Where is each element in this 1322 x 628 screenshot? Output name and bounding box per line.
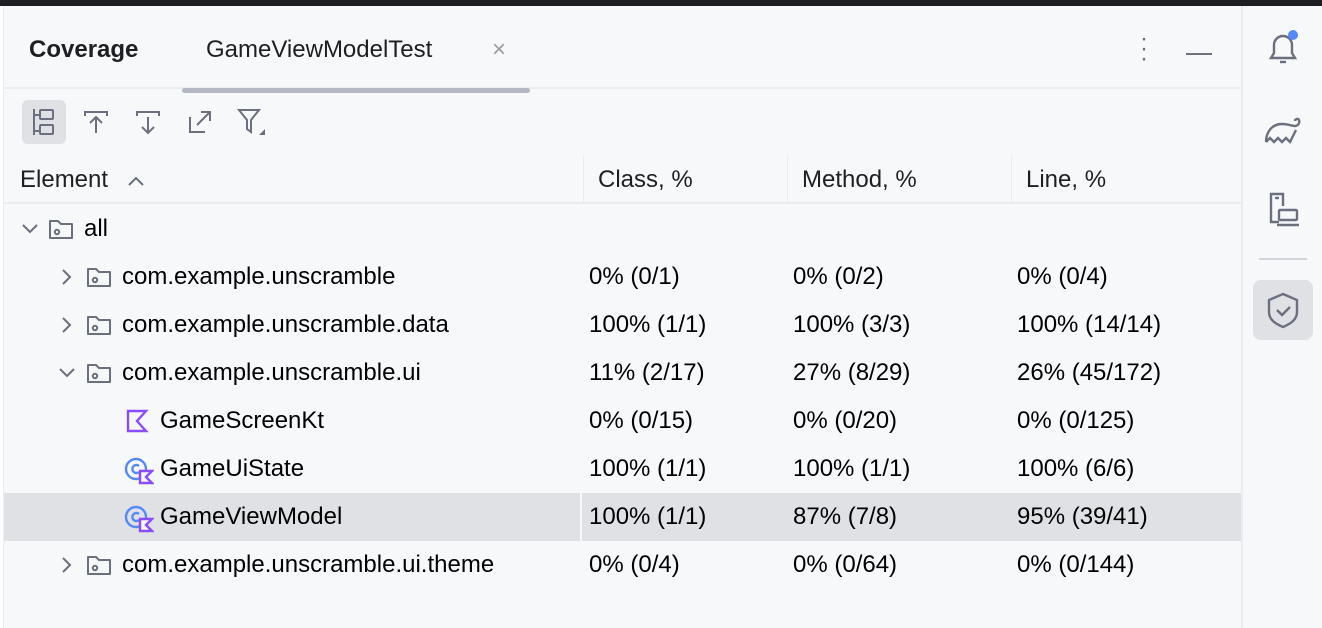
tab-gameviewmodeltest[interactable]: GameViewModelTest × xyxy=(182,6,530,93)
class-coverage: 100% (1/1) xyxy=(589,455,707,482)
chevron-right-icon[interactable] xyxy=(57,265,77,289)
table-row[interactable]: com.example.unscramble.ui.theme 0% (0/4) 0… xyxy=(4,541,1241,589)
notifications-button[interactable] xyxy=(1253,18,1313,78)
table-row[interactable]: com.example.unscramble 0% (0/1) 0% (0/2) 0%… xyxy=(4,253,1241,301)
line-coverage: 26% (45/172) xyxy=(1017,359,1162,386)
sort-ascending-icon xyxy=(128,176,144,186)
table-row[interactable]: com.example.unscramble.data 100% (1/1) 100… xyxy=(4,301,1241,349)
chevron-down-icon[interactable] xyxy=(20,217,40,241)
coverage-tree: all com.example.unscramble 0% (0/1) 0% (0/2… xyxy=(4,205,1241,589)
class-coverage: 11% (2/17) xyxy=(589,359,705,386)
method-coverage: 27% (8/29) xyxy=(793,359,911,386)
class-coverage: 0% (0/1) xyxy=(589,263,680,290)
line-coverage: 0% (0/144) xyxy=(1017,551,1135,578)
line-coverage: 0% (0/125) xyxy=(1017,407,1135,434)
package-folder-icon xyxy=(86,313,112,337)
line-coverage: 95% (39/41) xyxy=(1017,503,1148,530)
column-element-label: Element xyxy=(20,166,109,193)
element-name: com.example.unscramble.data xyxy=(122,311,449,338)
coverage-button[interactable] xyxy=(1253,280,1313,340)
table-header: Element Class, % Method, % Line, % xyxy=(4,155,1241,204)
element-name: com.example.unscramble.ui xyxy=(122,359,421,386)
table-row[interactable]: GameViewModel 100% (1/1) 87% (7/8) 95% (39/… xyxy=(4,493,1241,541)
class-coverage: 100% (1/1) xyxy=(589,503,707,530)
export-button[interactable] xyxy=(178,100,222,144)
gradle-icon xyxy=(1264,117,1301,145)
method-coverage: 0% (0/64) xyxy=(793,551,898,578)
class-coverage: 100% (1/1) xyxy=(589,311,707,338)
tab-label: GameViewModelTest xyxy=(206,36,433,63)
tab-underline xyxy=(182,88,530,93)
method-coverage: 87% (7/8) xyxy=(793,503,898,530)
flatten-packages-button[interactable] xyxy=(22,100,66,144)
method-coverage: 100% (3/3) xyxy=(793,311,911,338)
panel-title: Coverage xyxy=(29,36,139,63)
window-top-bar xyxy=(0,0,1322,6)
column-separator[interactable] xyxy=(787,155,788,203)
navigate-up-icon xyxy=(84,111,108,133)
chevron-right-icon[interactable] xyxy=(57,313,77,337)
filter-icon xyxy=(237,109,265,135)
table-row[interactable]: GameUiState 100% (1/1) 100% (1/1) 100% (6/6… xyxy=(4,445,1241,493)
element-name: com.example.unscramble.ui.theme xyxy=(122,551,495,578)
method-coverage: 100% (1/1) xyxy=(793,455,911,482)
package-folder-icon xyxy=(86,265,112,289)
package-folder-icon xyxy=(48,217,74,241)
column-separator[interactable] xyxy=(583,155,584,203)
strip-divider xyxy=(1259,258,1307,260)
navigate-down-icon xyxy=(136,111,160,135)
more-options-icon[interactable]: · · · xyxy=(1140,25,1148,72)
method-coverage: 0% (0/20) xyxy=(793,407,898,434)
element-name: GameUiState xyxy=(160,455,305,482)
coverage-icon xyxy=(1267,292,1299,329)
panel-header: Coverage GameViewModelTest × · · · xyxy=(4,6,1241,93)
kotlin-class-icon xyxy=(124,457,155,485)
element-name: GameScreenKt xyxy=(160,407,325,434)
filter-button[interactable] xyxy=(230,100,274,144)
table-row[interactable]: GameScreenKt 0% (0/15) 0% (0/20) 0% (0/125) xyxy=(4,397,1241,445)
notifications-icon xyxy=(1268,30,1298,64)
element-name: GameViewModel xyxy=(160,503,343,530)
navigate-down-button[interactable] xyxy=(126,100,170,144)
class-coverage: 0% (0/4) xyxy=(589,551,680,578)
coverage-panel: Coverage GameViewModelTest × · · · Element… xyxy=(4,6,1241,628)
export-icon xyxy=(189,111,211,133)
line-coverage: 100% (6/6) xyxy=(1017,455,1135,482)
flatten-packages-icon xyxy=(33,109,54,135)
package-folder-icon xyxy=(86,361,112,385)
column-class[interactable]: Class, % xyxy=(598,166,693,193)
minimize-icon[interactable] xyxy=(1186,53,1212,55)
kotlin-class-icon xyxy=(124,505,155,533)
kotlin-file-icon xyxy=(124,409,150,433)
column-element[interactable]: Element xyxy=(20,155,145,204)
element-name: all xyxy=(84,215,109,242)
package-folder-icon xyxy=(86,553,112,577)
chevron-right-icon[interactable] xyxy=(57,553,77,577)
method-coverage: 0% (0/2) xyxy=(793,263,884,290)
chevron-down-icon[interactable] xyxy=(57,361,77,385)
class-coverage: 0% (0/15) xyxy=(589,407,694,434)
element-name: com.example.unscramble xyxy=(122,263,396,290)
device-manager-icon xyxy=(1269,192,1299,227)
column-separator[interactable] xyxy=(1011,155,1012,203)
device-manager-button[interactable] xyxy=(1253,180,1313,240)
editor-edge xyxy=(0,6,4,628)
gradle-button[interactable] xyxy=(1253,100,1313,160)
line-coverage: 0% (0/4) xyxy=(1017,263,1108,290)
table-row[interactable]: com.example.unscramble.ui 11% (2/17) 27% (… xyxy=(4,349,1241,397)
column-line[interactable]: Line, % xyxy=(1026,166,1107,193)
line-coverage: 100% (14/14) xyxy=(1017,311,1162,338)
right-tool-strip xyxy=(1241,6,1322,628)
column-method[interactable]: Method, % xyxy=(802,166,917,193)
close-icon[interactable]: × xyxy=(492,36,507,63)
column-separator xyxy=(580,493,582,541)
navigate-up-button[interactable] xyxy=(74,100,118,144)
table-row[interactable]: all xyxy=(4,205,1241,253)
